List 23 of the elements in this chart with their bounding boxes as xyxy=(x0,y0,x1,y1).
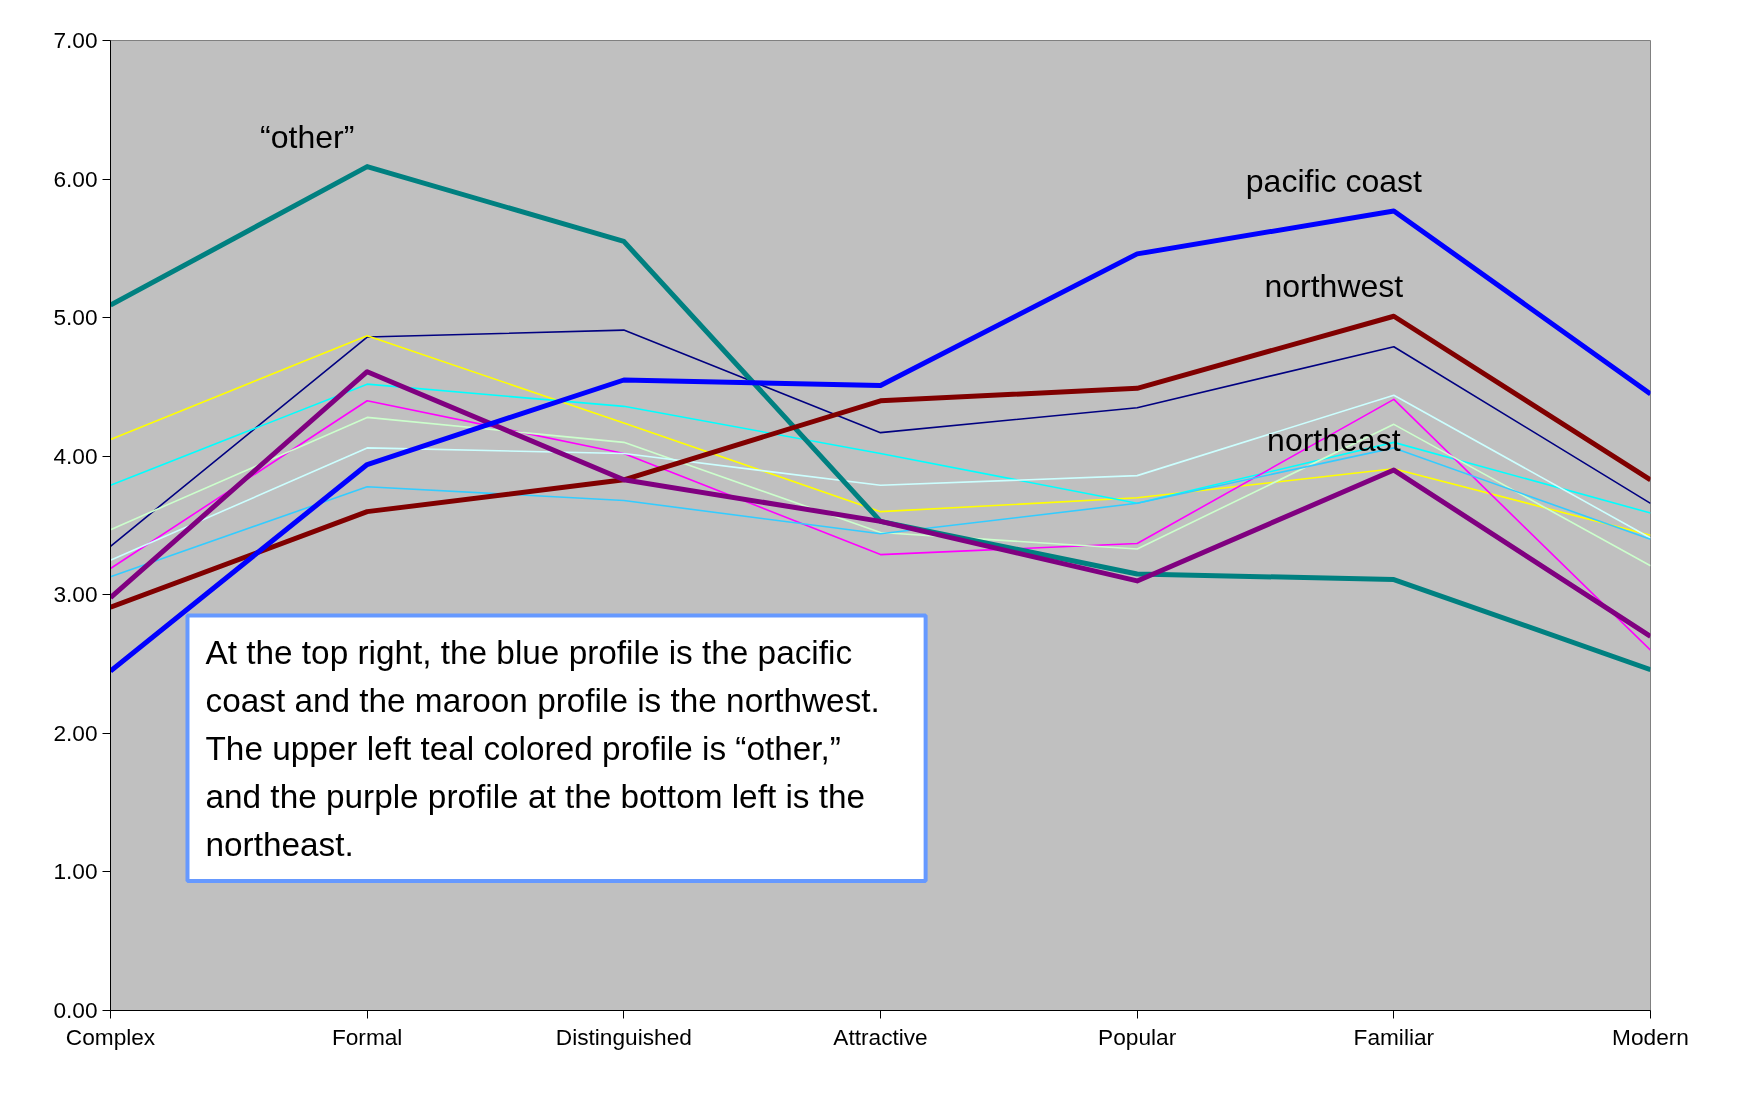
x-tick-label: Popular xyxy=(1098,1023,1177,1050)
x-tick-label: Attractive xyxy=(833,1023,928,1050)
annotation: The upper left teal colored profile is “other,” and the purple profile at the bottom left is the northeast. xyxy=(205,729,866,863)
x-tick-label: Formal xyxy=(331,1023,403,1050)
series-label: northwest xyxy=(1264,268,1404,305)
series-label: pacific coast xyxy=(1245,162,1422,199)
y-tick-label: 2.00 xyxy=(53,719,98,746)
y-tick-label: 7.00 xyxy=(53,27,98,53)
line-series xyxy=(110,394,1651,561)
y-tick-label: 5.00 xyxy=(53,304,98,331)
y-tick-label: 1.00 xyxy=(53,858,98,885)
line-series xyxy=(110,416,1651,567)
y-tick-label: 0.00 xyxy=(53,997,98,1023)
y-tick-label: 3.00 xyxy=(53,581,98,608)
line-series xyxy=(110,383,1651,514)
x-tick-label: Complex xyxy=(65,1023,156,1050)
annotation: At the top right, the blue profile is the pacific coast and the maroon profile is the northwest. xyxy=(205,633,880,719)
y-tick-label: 4.00 xyxy=(53,442,98,469)
y-tick-label: 6.00 xyxy=(53,165,98,192)
series-label: “other” xyxy=(260,118,355,155)
x-tick-label: Familiar xyxy=(1353,1023,1435,1050)
x-tick-label: Distinguished xyxy=(555,1023,692,1050)
x-tick-label: Modern xyxy=(1612,1023,1689,1050)
